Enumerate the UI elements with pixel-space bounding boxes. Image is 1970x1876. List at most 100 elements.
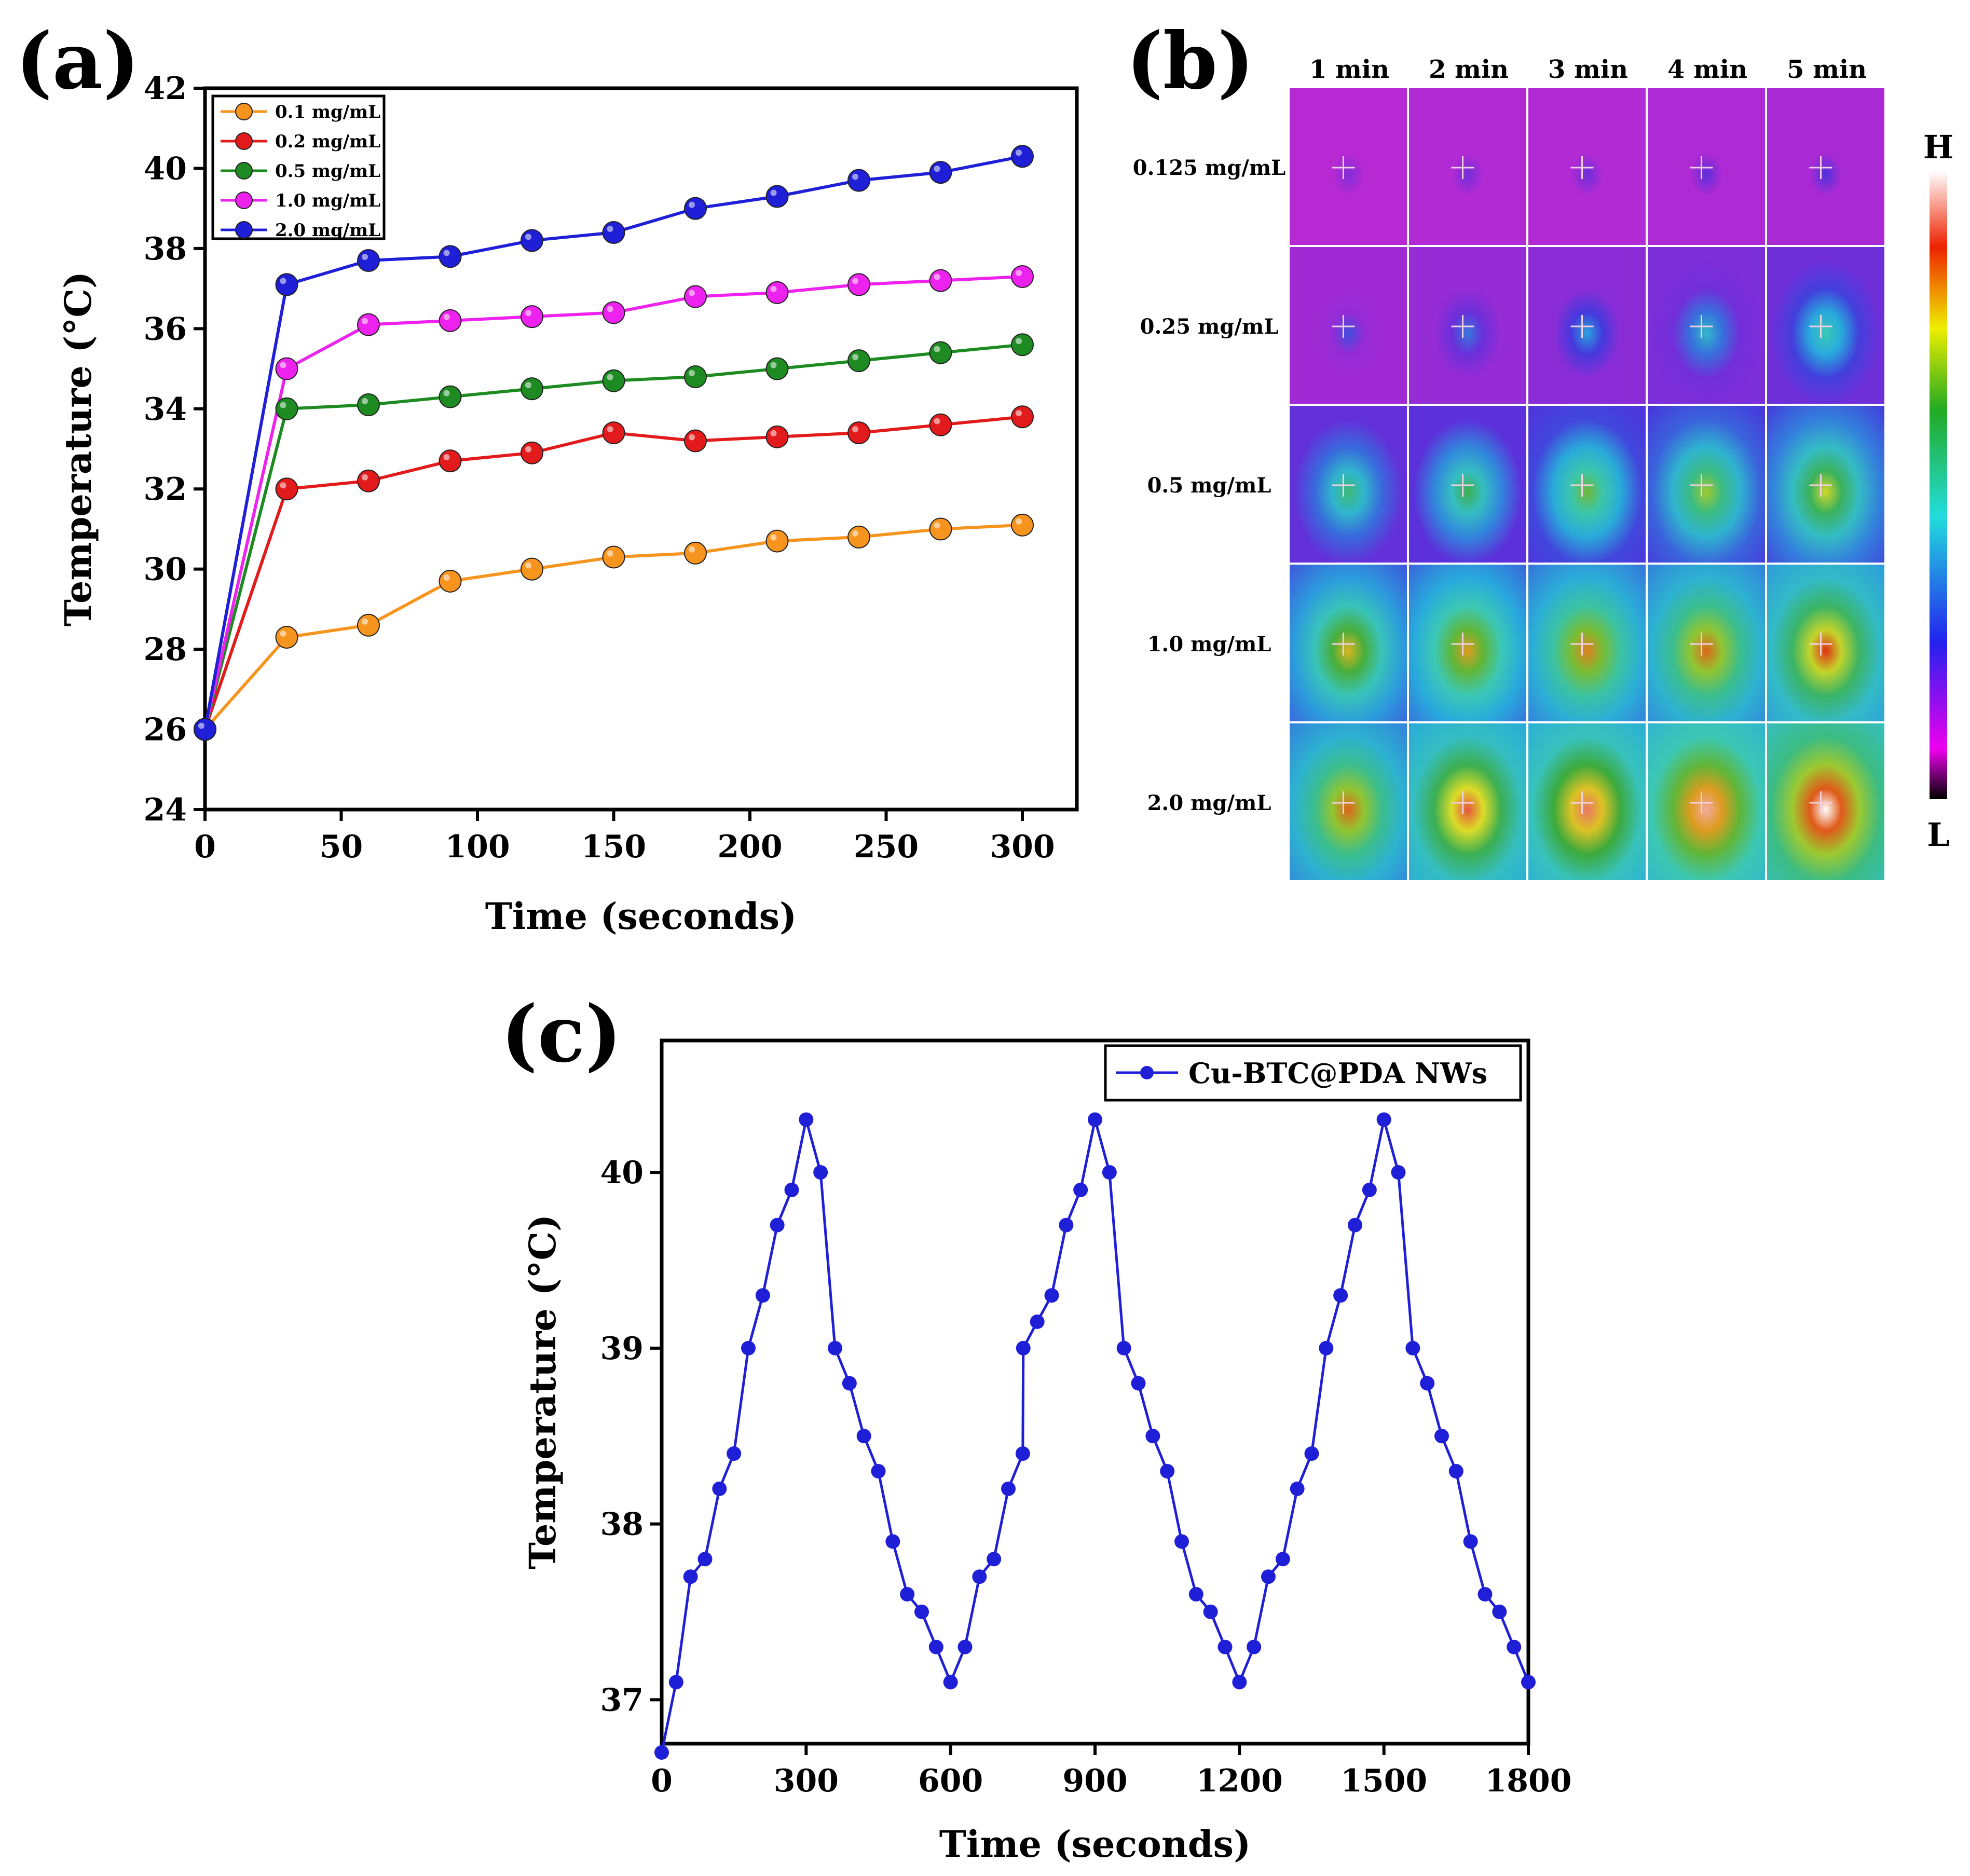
plot-a-point xyxy=(439,449,462,473)
thermal-image xyxy=(1648,565,1765,721)
plot-a-ytick-label: 28 xyxy=(144,632,187,668)
plot-a-point-highlight xyxy=(852,278,858,284)
plot-c-point xyxy=(972,1569,987,1584)
plot-c-point xyxy=(1088,1112,1102,1127)
plot-a-point-highlight xyxy=(443,313,450,320)
plot-a-point xyxy=(684,197,707,220)
plot-a-point-highlight xyxy=(770,362,777,368)
plot-a-point xyxy=(357,613,380,637)
plot-c-point xyxy=(1030,1314,1045,1329)
plot-a-point-highlight xyxy=(934,346,940,352)
plot-c-ytick-label: 39 xyxy=(600,1331,644,1367)
plot-a-point-highlight xyxy=(443,250,450,256)
thermal-image xyxy=(1528,723,1646,880)
plot-c-point xyxy=(1116,1340,1131,1355)
plot-a-point-highlight xyxy=(1016,518,1022,525)
plot-a-point-highlight xyxy=(525,446,531,453)
plot-a-axes: 0 50 100 150 200 250 300 24 26 28 30 32 34 36 38 40 42 xyxy=(144,71,1055,865)
thermal-column-header: 5 min xyxy=(1787,55,1867,84)
plot-a-point xyxy=(194,718,216,741)
thermal-image xyxy=(1409,406,1526,563)
plot-c-point xyxy=(1073,1182,1088,1197)
plot-a-ytick-label: 32 xyxy=(144,471,187,508)
plot-a-point xyxy=(602,421,625,445)
thermal-row-label: 0.125 mg/mL xyxy=(1133,156,1286,180)
plot-c-xlabel: Time (seconds) xyxy=(939,1823,1251,1866)
plot-a-ylabel: Temperature (°C) xyxy=(57,271,100,626)
plot-a-point-highlight xyxy=(280,402,286,408)
plot-a-series-line xyxy=(203,415,1023,730)
plot-a-xtick-label: 200 xyxy=(717,829,782,865)
plot-a-point xyxy=(439,309,462,332)
plot-c-ytick-label: 37 xyxy=(600,1682,644,1718)
plot-a-point xyxy=(847,421,870,445)
plot-c-point xyxy=(842,1376,857,1391)
plot-c-point xyxy=(871,1463,886,1478)
plot-a-point-highlight xyxy=(525,382,531,389)
plot-a-point-highlight xyxy=(280,630,286,637)
plot-a-point-highlight xyxy=(852,173,858,180)
plot-c-point xyxy=(755,1288,770,1303)
plot-a-series-line xyxy=(203,343,1023,730)
thermal-image xyxy=(1409,723,1526,880)
plot-c-point xyxy=(1001,1481,1016,1496)
plot-c-point xyxy=(1131,1376,1146,1391)
plot-a-point xyxy=(847,349,870,373)
plot-a-point-highlight xyxy=(607,226,613,232)
plot-a-point xyxy=(765,281,789,304)
plot-a-point xyxy=(521,557,543,581)
plot-c-point xyxy=(1275,1552,1290,1567)
plot-c-xtick-label: 900 xyxy=(1062,1763,1127,1799)
plot-a-point xyxy=(357,313,380,336)
plot-a-point-highlight xyxy=(934,166,940,172)
plot-a-point-highlight xyxy=(934,522,940,529)
plot-c-point xyxy=(654,1745,669,1760)
thermal-row-label: 2.0 mg/mL xyxy=(1147,791,1271,815)
plot-c-point xyxy=(1174,1534,1189,1549)
plot-c-point xyxy=(1478,1587,1493,1602)
plot-c-point xyxy=(1290,1481,1305,1496)
plot-c-point xyxy=(900,1587,915,1602)
plot-a-series xyxy=(194,145,1034,741)
plot-a-frame xyxy=(203,86,1079,812)
plot-a-point xyxy=(765,425,789,448)
plot-a-xtick-label: 250 xyxy=(854,829,919,865)
plot-a-point xyxy=(847,169,870,192)
thermal-image xyxy=(1648,88,1765,245)
plot-a-point-highlight xyxy=(362,618,368,625)
plot-a-point-highlight xyxy=(689,201,695,208)
plot-a-point-highlight xyxy=(1016,410,1022,417)
plot-a-point xyxy=(439,245,462,268)
plot-a-legend-label: 1.0 mg/mL xyxy=(275,190,380,211)
plot-a-legend: 0.1 mg/mL 0.2 mg/mL 0.5 mg/mL 1.0 mg/mL 2.0 … xyxy=(211,94,386,241)
thermal-column-header: 2 min xyxy=(1429,55,1509,84)
plot-a-point-highlight xyxy=(525,234,531,240)
plot-a-point xyxy=(929,269,952,292)
plot-c-point xyxy=(1362,1182,1377,1197)
plot-a-point xyxy=(765,357,789,380)
plot-c-point xyxy=(957,1639,973,1654)
plot-c-point xyxy=(885,1534,900,1549)
plot-c-point xyxy=(1434,1429,1449,1444)
plot-a-point-highlight xyxy=(443,454,450,461)
thermal-image xyxy=(1528,247,1646,404)
plot-a-point-highlight xyxy=(770,430,777,436)
thermal-image xyxy=(1290,88,1407,245)
plot-a-point xyxy=(684,285,707,308)
plot-c-xtick-label: 1500 xyxy=(1340,1763,1427,1799)
plot-a-xtick-label: 150 xyxy=(581,829,646,865)
plot-c-axes: 0 300 600 900 1200 1500 1800 37 38 39 40 xyxy=(600,1155,1572,1799)
plot-a-point xyxy=(929,341,952,364)
plot-c-point xyxy=(683,1569,698,1584)
plot-a-point xyxy=(275,357,298,380)
plot-c-point xyxy=(1304,1446,1319,1461)
thermal-image xyxy=(1648,247,1765,404)
plot-a-point xyxy=(1011,333,1034,357)
plot-c-point xyxy=(1044,1288,1059,1303)
plot-a-point-highlight xyxy=(280,278,286,284)
plot-a-point-highlight xyxy=(525,310,531,317)
colorbar-high-label: H xyxy=(1923,128,1954,166)
plot-a-xtick-label: 0 xyxy=(194,829,216,865)
plot-c-point xyxy=(1232,1675,1247,1690)
